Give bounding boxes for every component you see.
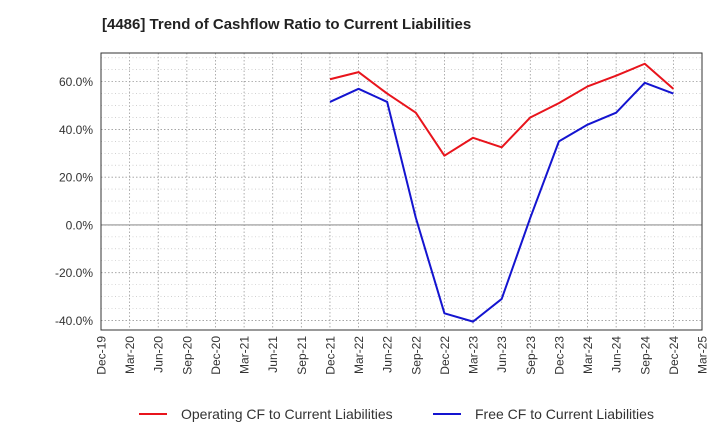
series-line-2 [329,81,674,323]
x-tick-label: Dec-20 [209,336,223,375]
series-line-1 [329,62,675,157]
y-tick-labels: 60.0% 40.0% 20.0% 0.0% -20.0% -40.0% [55,75,93,328]
x-tick-label: Dec-22 [438,336,452,375]
x-tick-label: Mar-21 [238,336,252,374]
x-tick-label: Sep-24 [638,336,652,375]
grid-layer [100,53,703,330]
x-tick-label: Dec-19 [95,336,109,375]
x-tick-label: Jun-23 [495,336,509,373]
x-tick-label: Mar-20 [123,336,137,374]
y-tick-label: -20.0% [55,266,93,280]
x-tick-labels: Dec-19 Mar-20 Jun-20 Sep-20 Dec-20 Mar-21 Jun-… [95,336,710,375]
x-tick-label: Jun-20 [152,336,166,373]
x-tick-label: Sep-22 [409,336,423,375]
x-tick-label: Dec-23 [552,336,566,375]
x-tick-label: Dec-21 [323,336,337,375]
x-tick-label: Mar-24 [581,336,595,374]
x-tick-label: Jun-24 [610,336,624,373]
x-tick-label: Dec-24 [667,336,681,375]
x-tick-label: Sep-21 [295,336,309,375]
legend-label-1: Operating CF to Current Liabilities [181,406,393,422]
x-tick-label: Mar-22 [352,336,366,374]
series-layer [329,62,675,323]
y-tick-label: 60.0% [59,75,93,89]
y-tick-label: 40.0% [59,123,93,137]
x-tick-label: Sep-20 [180,336,194,375]
x-tick-label: Jun-21 [266,336,280,373]
y-tick-label: 0.0% [66,218,94,232]
legend: Operating CF to Current Liabilities Free … [139,406,654,422]
x-tick-label: Sep-23 [524,336,538,375]
y-tick-label: -40.0% [55,314,93,328]
x-tick-label: Mar-25 [696,336,710,374]
x-tick-label: Jun-22 [381,336,395,373]
x-tick-label: Mar-23 [467,336,481,374]
chart-title: [4486] Trend of Cashflow Ratio to Curren… [102,16,472,33]
y-tick-label: 20.0% [59,171,93,185]
legend-label-2: Free CF to Current Liabilities [475,406,654,422]
plot-frame [100,52,703,331]
